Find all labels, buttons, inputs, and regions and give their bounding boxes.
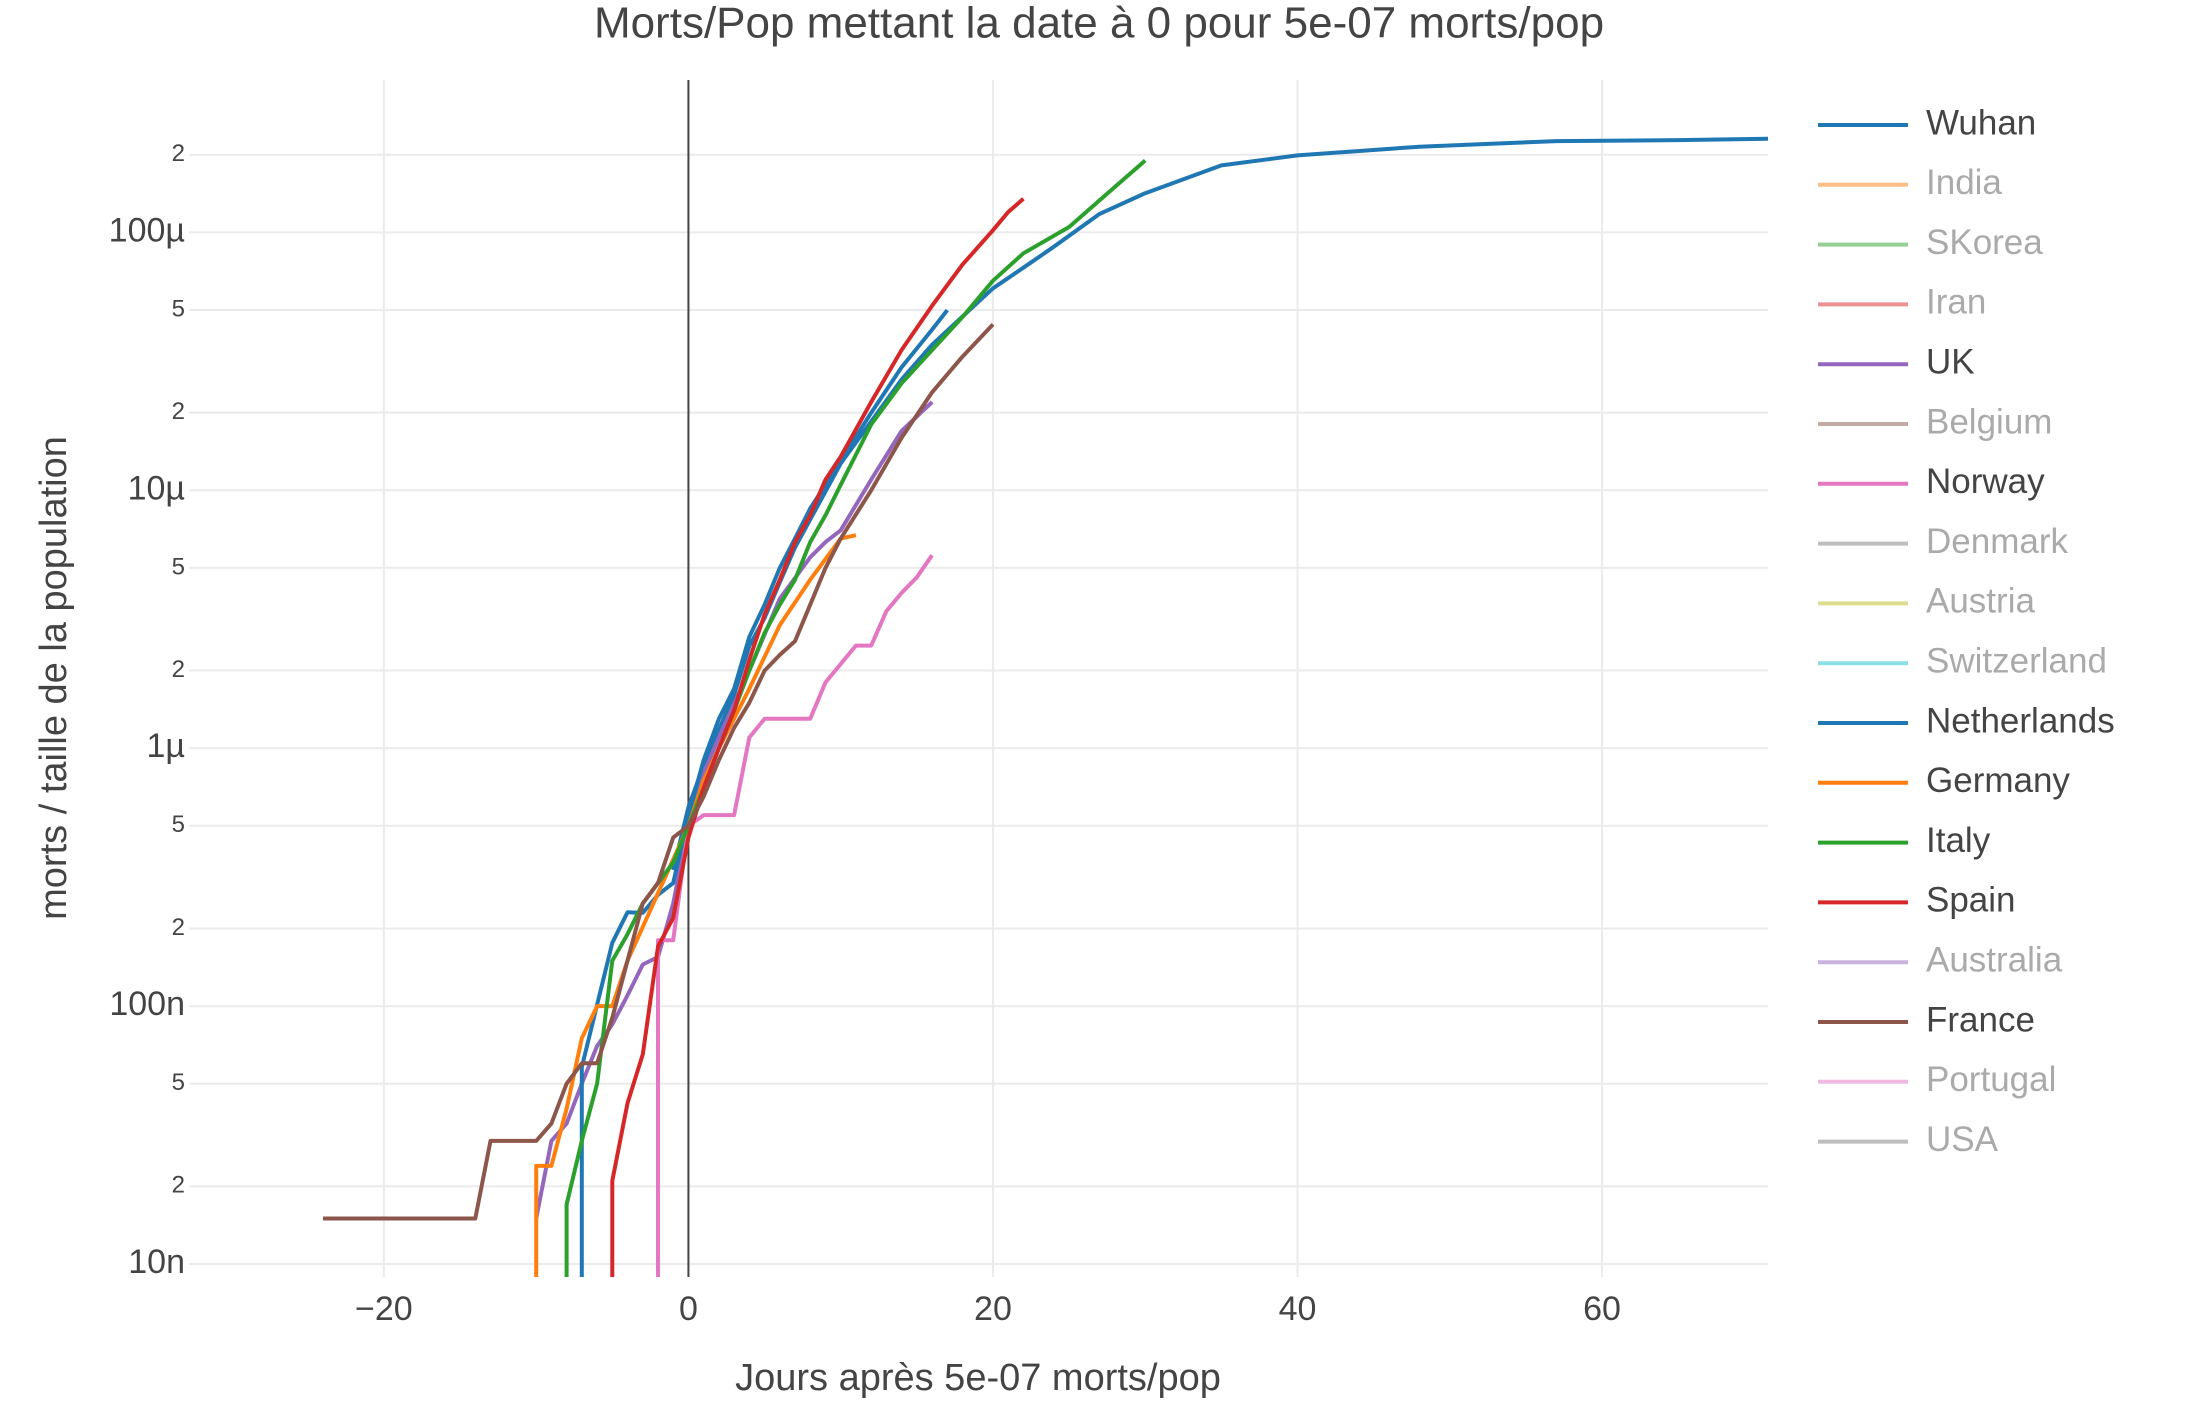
x-tick-label: 60	[1583, 1290, 1621, 1328]
legend-label[interactable]: UK	[1926, 342, 1975, 381]
series-line	[564, 158, 1147, 1277]
y-tick-label: 5	[172, 811, 185, 838]
y-tick-label: 2	[172, 398, 185, 425]
y-tick-label: 2	[172, 914, 185, 941]
legend-label[interactable]: Germany	[1926, 761, 2070, 800]
x-axis-title: Jours après 5e-07 morts/pop	[735, 1357, 1221, 1399]
y-tick-label: 10n	[128, 1243, 185, 1281]
chart-title: Morts/Pop mettant la date à 0 pour 5e-07…	[594, 0, 1604, 48]
legend-label[interactable]: USA	[1926, 1120, 1999, 1159]
y-tick-label: 2	[172, 140, 185, 167]
legend-label[interactable]: Italy	[1926, 821, 1991, 860]
y-tick-label: 5	[172, 295, 185, 322]
grid: −20 0 20 40 60 10n 2 5 100n 2 5 1µ 2 5 10µ 2 5 100µ 2	[109, 80, 1768, 1328]
x-tick-label: 40	[1279, 1290, 1317, 1328]
y-tick-label: 100µ	[109, 211, 185, 249]
y-tick-label: 5	[172, 1069, 185, 1096]
legend-label[interactable]: SKorea	[1926, 223, 2043, 262]
legend-label[interactable]: India	[1926, 163, 2002, 202]
legend-label[interactable]: Belgium	[1926, 402, 2052, 441]
series-line	[656, 554, 934, 1277]
legend-label[interactable]: Netherlands	[1926, 701, 2115, 740]
series-line	[323, 323, 995, 1221]
legend-label[interactable]: Australia	[1926, 940, 2063, 979]
series-line	[610, 197, 1025, 1277]
y-tick-label: 1µ	[147, 727, 186, 765]
y-axis-title: morts / taille de la population	[33, 436, 75, 920]
legend-label[interactable]: Austria	[1926, 582, 2035, 621]
legend-label[interactable]: Portugal	[1926, 1060, 2056, 1099]
legend-label[interactable]: Denmark	[1926, 522, 2068, 561]
y-tick-label: 2	[172, 1172, 185, 1199]
legend-label[interactable]: France	[1926, 1000, 2035, 1039]
legend: Wuhan India SKorea Iran UK Belgium Norway Denma…	[1818, 103, 2115, 1159]
y-tick-label: 10µ	[128, 469, 185, 507]
series-line	[534, 533, 857, 1277]
legend-label[interactable]: Spain	[1926, 881, 2016, 920]
x-tick-label: 0	[679, 1290, 698, 1328]
series-line	[671, 136, 1768, 871]
y-tick-label: 100n	[109, 985, 185, 1023]
legend-label[interactable]: Switzerland	[1926, 641, 2107, 680]
legend-label[interactable]: Iran	[1926, 283, 1986, 322]
y-tick-label: 5	[172, 553, 185, 580]
x-tick-label: −20	[355, 1290, 413, 1328]
legend-label[interactable]: Wuhan	[1926, 103, 2036, 142]
x-tick-label: 20	[974, 1290, 1012, 1328]
plot-area	[323, 136, 1768, 1277]
series-line	[579, 308, 949, 1277]
legend-label[interactable]: Norway	[1926, 462, 2045, 501]
y-tick-label: 2	[172, 656, 185, 683]
